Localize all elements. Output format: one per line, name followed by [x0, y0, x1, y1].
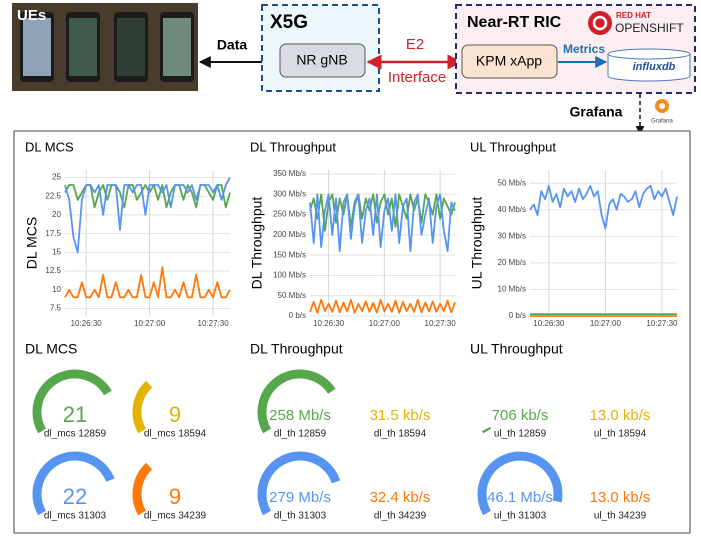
ue-photo: UEs	[12, 3, 198, 91]
xapp-label: KPM xApp	[476, 53, 542, 69]
y-tick-label: 100 Mb/s	[273, 271, 306, 280]
influxdb-label: influxdb	[633, 61, 676, 73]
gauge-arc	[486, 429, 487, 431]
y-tick-label: 20 Mb/s	[498, 258, 526, 267]
gauge-name: ul_th 12859	[494, 429, 547, 440]
y-tick-label: 250 Mb/s	[273, 210, 306, 219]
grafana-logo-center	[659, 103, 665, 109]
gnb-label: NR gNB	[296, 52, 347, 68]
gauge-value: 258 Mb/s	[269, 407, 331, 424]
y-tick-label: 25	[52, 173, 61, 182]
y-tick-label: 30 Mb/s	[498, 231, 526, 240]
y-tick-label: 40 Mb/s	[498, 205, 526, 214]
gauge-name: dl_mcs 31303	[44, 511, 107, 522]
y-tick-label: 20	[52, 210, 61, 219]
interface-label: Interface	[388, 69, 446, 86]
gauge-value: 13.0 kb/s	[590, 407, 651, 424]
x-tick-label: 10:26:30	[71, 319, 103, 328]
ric-label: Near-RT RIC	[467, 14, 562, 31]
gauge-name: ul_th 31303	[494, 511, 547, 522]
y-tick-label: 15	[52, 247, 61, 256]
x-tick-label: 10:27:00	[134, 319, 166, 328]
gauge-panel-title: UL Throughput	[470, 341, 563, 357]
gauge-name: dl_mcs 12859	[44, 429, 107, 440]
y-tick-label: 10 Mb/s	[498, 285, 526, 294]
gauge-value: 22	[63, 484, 87, 509]
redhat-logo	[588, 11, 612, 35]
x-tick-label: 10:27:30	[198, 319, 230, 328]
data-label: Data	[217, 37, 248, 53]
metrics-label: Metrics	[563, 42, 605, 56]
ue-label: UEs	[17, 7, 46, 24]
gauge-value: 279 Mb/s	[269, 489, 331, 506]
gauge-panel-title: DL MCS	[25, 341, 77, 357]
y-tick-label: 0 b/s	[509, 311, 526, 320]
y-tick-label: 0 b/s	[289, 311, 306, 320]
x-tick-label: 10:27:30	[646, 319, 678, 328]
gauge-name: dl_th 31303	[274, 511, 327, 522]
gauge-name: dl_th 34239	[374, 511, 427, 522]
gauge-name: ul_th 34239	[594, 511, 647, 522]
x-tick-label: 10:27:00	[369, 319, 401, 328]
redhat-text: RED HAT	[616, 11, 651, 20]
gauge-name: dl_th 12859	[274, 429, 327, 440]
gauge-name: ul_th 18594	[594, 429, 647, 440]
gauge-name: dl_mcs 34239	[144, 511, 207, 522]
y-tick-label: 200 Mb/s	[273, 230, 306, 239]
y-axis-label: DL MCS	[24, 217, 40, 269]
y-tick-label: 300 Mb/s	[273, 189, 306, 198]
gauge-value: 9	[169, 402, 181, 427]
x-tick-label: 10:27:30	[425, 319, 457, 328]
gauge-value: 46.1 Mb/s	[487, 489, 553, 506]
x-tick-label: 10:26:30	[313, 319, 345, 328]
gauge-value: 31.5 kb/s	[370, 407, 431, 424]
openshift-text: OPENSHIFT	[615, 21, 684, 35]
x5g-label: X5G	[270, 12, 308, 33]
y-tick-label: 50 Mb/s	[278, 291, 306, 300]
y-tick-label: 22.5	[45, 191, 61, 200]
y-tick-label: 7.5	[50, 304, 62, 313]
chart-title: DL MCS	[25, 139, 74, 154]
gauge-value: 706 kb/s	[492, 407, 549, 424]
y-tick-label: 12.5	[45, 266, 61, 275]
x-tick-label: 10:27:00	[590, 319, 622, 328]
gauge-value: 13.0 kb/s	[590, 489, 651, 506]
e2-label: E2	[406, 36, 424, 53]
chart-title: DL Throughput	[250, 139, 336, 154]
grafana-label: Grafana	[570, 104, 623, 120]
y-tick-label: 150 Mb/s	[273, 250, 306, 259]
y-tick-label: 10	[52, 285, 61, 294]
x-tick-label: 10:26:30	[533, 319, 565, 328]
chart-title: UL Throughput	[470, 139, 556, 154]
y-axis-label: DL Throughput	[249, 197, 265, 290]
y-tick-label: 350 Mb/s	[273, 169, 306, 178]
y-tick-label: 50 Mb/s	[498, 178, 526, 187]
y-tick-label: 17.5	[45, 229, 61, 238]
gauge-panel-title: DL Throughput	[250, 341, 343, 357]
gauge-value: 9	[169, 484, 181, 509]
y-axis-label: UL Throughput	[469, 197, 485, 290]
gauge-value: 32.4 kb/s	[370, 489, 431, 506]
grafana-logo-text: Grafana	[651, 119, 673, 125]
gauge-value: 21	[63, 402, 87, 427]
gauge-name: dl_th 18594	[374, 429, 427, 440]
gauge-name: dl_mcs 18594	[144, 429, 207, 440]
